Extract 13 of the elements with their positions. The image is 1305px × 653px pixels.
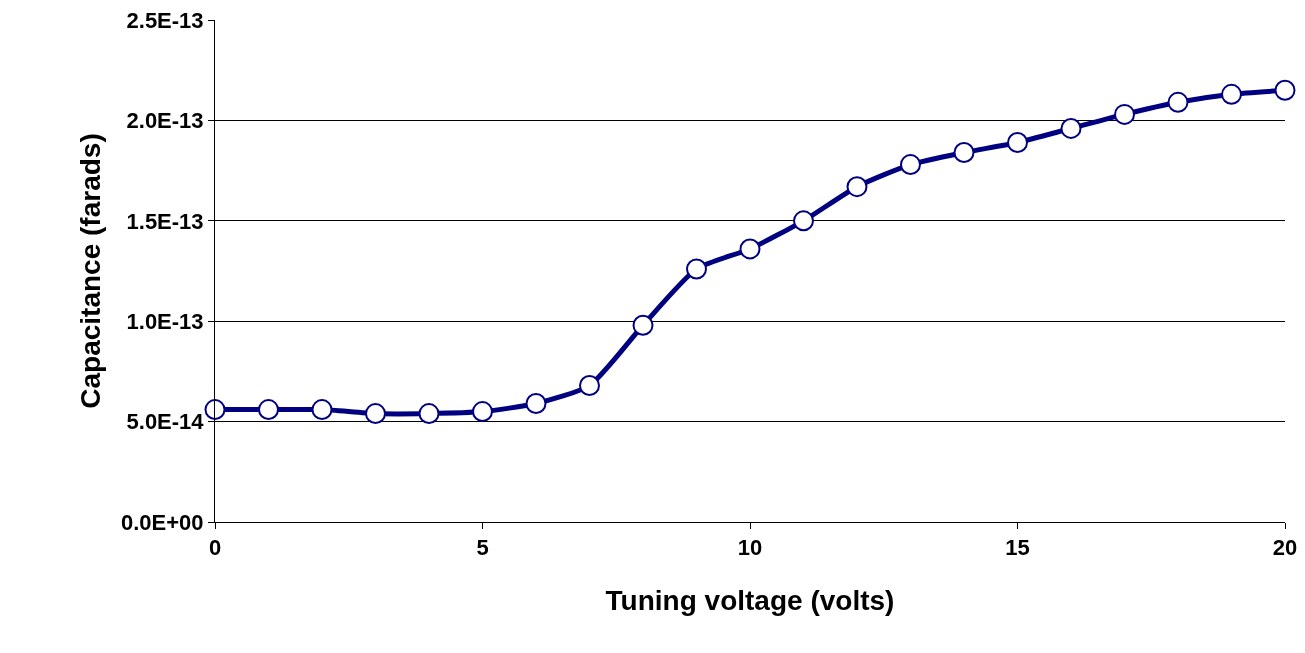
y-tick-label: 1.5E-13 bbox=[126, 208, 204, 234]
x-tick-label: 0 bbox=[208, 535, 222, 561]
y-tick-label: 0.0E+00 bbox=[121, 509, 204, 535]
y-tick-label: 1.0E-13 bbox=[126, 308, 204, 334]
x-tick-label: 15 bbox=[1005, 535, 1030, 561]
y-tick-label: 5.0E-14 bbox=[126, 409, 205, 435]
x-axis-title: Tuning voltage (volts) bbox=[605, 584, 895, 616]
x-tick-label: 20 bbox=[1272, 535, 1298, 561]
x-tick-label: 5 bbox=[476, 535, 489, 561]
y-tick-label: 2.5E-13 bbox=[126, 7, 204, 33]
y-axis-title: Capacitance (farads) bbox=[74, 133, 106, 409]
y-tick-label: 2.0E-13 bbox=[126, 108, 204, 134]
x-tick-label: 10 bbox=[737, 535, 763, 561]
